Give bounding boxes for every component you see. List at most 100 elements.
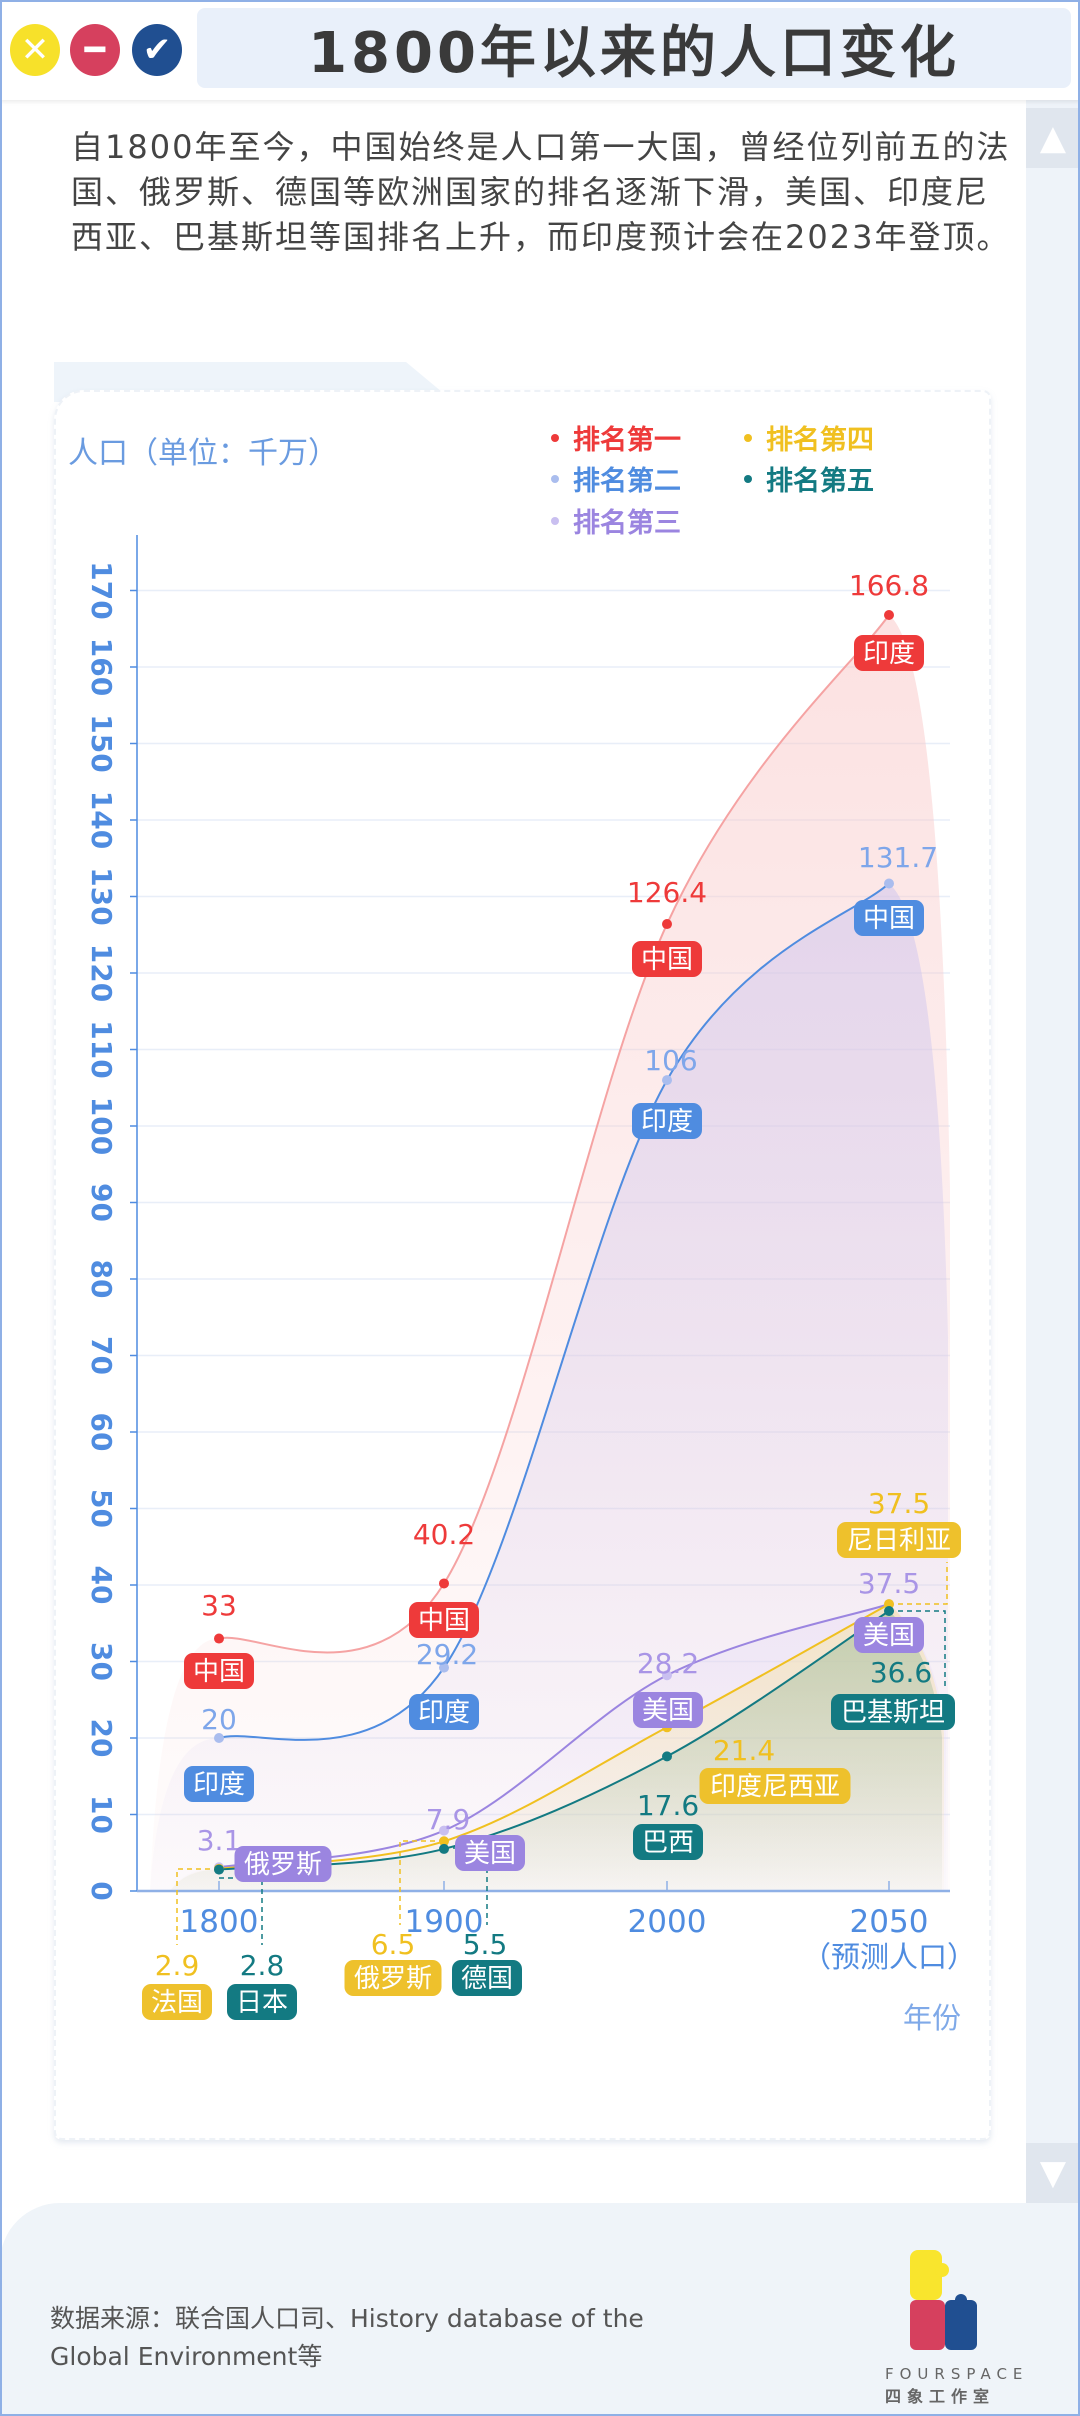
- data-point: [884, 1599, 894, 1610]
- country-label: 德国: [461, 1964, 513, 1994]
- country-pill: [854, 900, 924, 936]
- series-area: [150, 883, 948, 1891]
- series-line: [218, 614, 890, 1654]
- check-icon: ✔: [142, 30, 172, 70]
- value-label: 126.4: [627, 876, 707, 909]
- data-point: [439, 1825, 449, 1836]
- country-label: 中国: [418, 1606, 470, 1636]
- data-point: [214, 1864, 224, 1875]
- description: 自1800年至今，中国始终是人口第一大国，曾经位列前五的法国、俄罗斯、德国等欧洲…: [71, 128, 1011, 256]
- title-box: 1800年以来的人口变化: [197, 8, 1071, 88]
- scrollbar[interactable]: ▲ ▼: [1026, 100, 1080, 2203]
- y-tick-label: 40: [85, 1566, 118, 1605]
- minus-icon: ━: [84, 30, 106, 70]
- country-pill: [633, 1824, 703, 1860]
- logo-text-cn: 四象工作室: [885, 2387, 996, 2406]
- y-tick-label: 100: [85, 1097, 118, 1155]
- scroll-down-button[interactable]: ▼: [1026, 2143, 1080, 2203]
- x-tick-label: 2050: [850, 1904, 929, 1940]
- scroll-up-button[interactable]: ▲: [1026, 108, 1080, 168]
- legend-item[interactable]: 排名第四: [744, 418, 874, 457]
- legend-dot-icon: [551, 516, 559, 525]
- country-label: 美国: [464, 1839, 516, 1869]
- country-pill: [854, 1617, 924, 1653]
- leader-line: [889, 1610, 946, 1690]
- x-axis-label: 年份: [903, 2001, 961, 2035]
- value-label: 2.9: [155, 1949, 200, 1982]
- legend-label: 排名第五: [766, 466, 874, 497]
- page-title: 1800年以来的人口变化: [308, 20, 960, 86]
- legend-item[interactable]: 排名第三: [551, 501, 681, 540]
- country-pill: [452, 1960, 522, 1996]
- close-button[interactable]: ✕: [10, 24, 60, 76]
- country-label: 巴基斯坦: [841, 1698, 945, 1728]
- legend-label: 排名第三: [573, 508, 681, 539]
- country-label: 印度: [193, 1770, 245, 1800]
- country-pill: [344, 1960, 442, 1996]
- value-label: 37.5: [868, 1487, 930, 1520]
- header: ✕ ━ ✔ 1800年以来的人口变化: [0, 0, 1080, 100]
- value-label: 28.2: [637, 1647, 699, 1680]
- country-label: 日本: [236, 1988, 288, 2018]
- value-label: 33: [201, 1589, 237, 1622]
- value-label: 37.5: [858, 1567, 920, 1600]
- legend-label: 排名第一: [573, 425, 681, 456]
- x-tick-label: 1900: [405, 1904, 484, 1940]
- country-label: 俄罗斯: [354, 1964, 432, 1994]
- data-point: [439, 1662, 449, 1673]
- value-label: 131.7: [858, 841, 938, 874]
- country-pill: [632, 1103, 702, 1139]
- leader-line: [399, 1840, 444, 1925]
- series-line: [218, 882, 890, 1741]
- logo: FOURSPACE 四象工作室: [885, 2245, 1029, 2407]
- country-pill: [455, 1835, 525, 1871]
- country-label: 中国: [863, 904, 915, 934]
- country-label: 尼日利亚: [847, 1526, 951, 1556]
- legend-item[interactable]: 排名第二: [551, 459, 681, 498]
- country-label: 印度: [418, 1698, 470, 1728]
- value-label: 17.6: [637, 1789, 699, 1822]
- value-label: 2.8: [240, 1949, 285, 1982]
- country-pill: [234, 1846, 332, 1882]
- legend-label: 排名第四: [766, 425, 874, 456]
- country-label: 美国: [642, 1696, 694, 1726]
- data-source: 数据来源：联合国人口司、History database of the Glob…: [50, 2300, 644, 2376]
- y-tick-label: 70: [85, 1336, 118, 1375]
- country-pill: [142, 1984, 212, 2020]
- y-tick-label: 170: [85, 561, 118, 619]
- data-source-line1: 数据来源：联合国人口司、History database of the: [50, 2304, 644, 2333]
- data-point: [884, 878, 894, 889]
- leader-line: [889, 1562, 948, 1605]
- country-pill: [831, 1694, 955, 1730]
- data-point: [214, 1733, 224, 1743]
- country-label: 中国: [641, 945, 693, 975]
- country-label: 俄罗斯: [244, 1850, 322, 1880]
- data-point: [214, 1633, 224, 1644]
- x-icon: ✕: [20, 30, 50, 70]
- data-point: [439, 1578, 449, 1589]
- data-point: [884, 1606, 894, 1617]
- data-point: [662, 919, 672, 930]
- legend-item[interactable]: 排名第一: [551, 418, 681, 457]
- y-tick-label: 20: [85, 1719, 118, 1758]
- y-tick-label: 150: [85, 714, 118, 772]
- y-tick-label: 30: [85, 1642, 118, 1681]
- country-pill: [633, 1692, 703, 1728]
- country-label: 巴西: [642, 1828, 694, 1858]
- y-tick-label: 10: [85, 1795, 118, 1834]
- value-label: 3.1: [197, 1824, 242, 1857]
- country-pill: [409, 1694, 479, 1730]
- country-pill: [699, 1768, 851, 1804]
- confirm-button[interactable]: ✔: [132, 24, 182, 76]
- leader-line: [176, 1868, 219, 1945]
- legend-item[interactable]: 排名第五: [744, 459, 874, 498]
- logo-text-en: FOURSPACE: [885, 2365, 1029, 2383]
- legend-dot-icon: [744, 433, 752, 442]
- data-point: [662, 1751, 672, 1762]
- value-label: 29.2: [416, 1638, 478, 1671]
- value-label: 166.8: [849, 569, 929, 602]
- country-label: 印度: [641, 1107, 693, 1137]
- minimize-button[interactable]: ━: [70, 24, 120, 76]
- data-point: [884, 609, 894, 620]
- country-pill: [227, 1984, 297, 2020]
